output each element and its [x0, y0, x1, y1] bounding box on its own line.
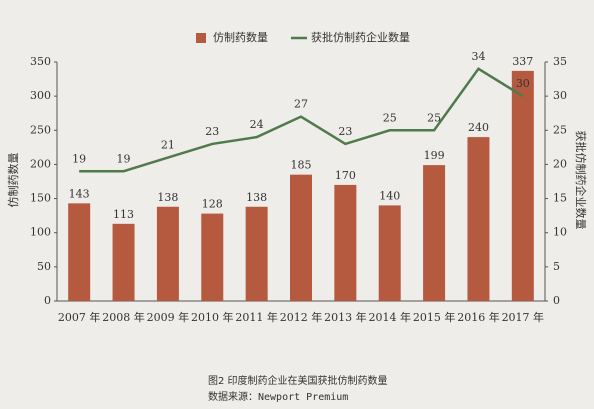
x-tick-label: 2017 年 — [502, 310, 545, 324]
y2-axis-label: 获批仿制药企业数量 — [574, 131, 588, 230]
y-tick-label: 300 — [30, 89, 51, 102]
bar-value-label: 138 — [246, 191, 267, 204]
x-tick-label: 2013 年 — [324, 310, 367, 324]
x-tick-label: 2007 年 — [58, 310, 101, 324]
bar — [245, 206, 268, 301]
line — [79, 67, 524, 173]
y2-tick-label: 10 — [553, 226, 567, 239]
line-value-label: 25 — [383, 111, 397, 124]
x-tick-label: 2010 年 — [191, 310, 234, 324]
y-tick-label: 100 — [30, 226, 51, 239]
y-axis-label: 仿制药数量 — [7, 153, 20, 208]
legend-swatch — [196, 33, 206, 43]
y-tick-label: 0 — [44, 294, 51, 307]
line-value-label: 25 — [427, 111, 441, 124]
legend-label: 仿制药数量 — [213, 31, 268, 44]
y-tick-label: 250 — [30, 123, 51, 136]
line-value-label: 34 — [471, 50, 485, 63]
x-tick-label: 2012 年 — [280, 310, 323, 324]
x-tick-label: 2011 年 — [235, 310, 278, 324]
x-tick-label: 2009 年 — [147, 310, 190, 324]
y2-tick-label: 0 — [553, 294, 560, 307]
y2-tick-label: 20 — [553, 157, 567, 170]
bar-value-label: 199 — [424, 149, 445, 162]
line-value-label: 19 — [117, 152, 131, 165]
bar-value-label: 185 — [291, 159, 312, 172]
y-tick-label: 200 — [30, 157, 51, 170]
bar-value-label: 113 — [113, 208, 134, 221]
bar — [112, 223, 135, 301]
line-value-label: 27 — [294, 98, 308, 111]
caption: 图2 印度制药企业在美国获批仿制药数量 — [208, 374, 388, 387]
line-value-label: 21 — [161, 139, 175, 152]
bar — [467, 137, 490, 301]
x-tick-label: 2008 年 — [102, 310, 145, 324]
source: 数据来源：Newport Premium — [208, 390, 348, 403]
legend-label: 获批仿制药企业数量 — [311, 30, 410, 44]
bar — [511, 70, 534, 302]
y2-tick-label: 35 — [553, 55, 567, 68]
line-value-label: 23 — [205, 125, 219, 138]
bar-value-label: 143 — [69, 187, 90, 200]
bar — [378, 205, 401, 301]
y-tick-label: 50 — [37, 260, 51, 273]
y2-tick-label: 15 — [553, 192, 567, 205]
x-tick-label: 2015 年 — [413, 310, 456, 324]
y-tick-label: 350 — [30, 55, 51, 68]
bar-value-label: 138 — [157, 191, 178, 204]
line-value-label: 24 — [250, 118, 264, 131]
bar-value-label: 337 — [512, 55, 533, 68]
y2-tick-label: 5 — [553, 260, 560, 273]
y-tick-label: 150 — [30, 192, 51, 205]
bar — [334, 184, 357, 301]
bar — [201, 213, 224, 301]
bar — [290, 174, 312, 301]
bar-value-label: 240 — [468, 121, 489, 134]
line-value-label: 19 — [72, 152, 86, 165]
line-value-label: 30 — [516, 77, 530, 90]
y2-tick-label: 30 — [553, 89, 567, 102]
bar — [156, 206, 179, 301]
bar-value-label: 128 — [202, 198, 223, 211]
x-tick-label: 2016 年 — [457, 310, 500, 324]
x-tick-label: 2014 年 — [368, 310, 411, 324]
y2-tick-label: 25 — [553, 123, 567, 136]
bar-value-label: 170 — [335, 169, 356, 182]
line-value-label: 23 — [338, 125, 352, 138]
bar — [68, 203, 91, 301]
bar — [423, 165, 446, 301]
bar-value-label: 140 — [379, 189, 400, 202]
